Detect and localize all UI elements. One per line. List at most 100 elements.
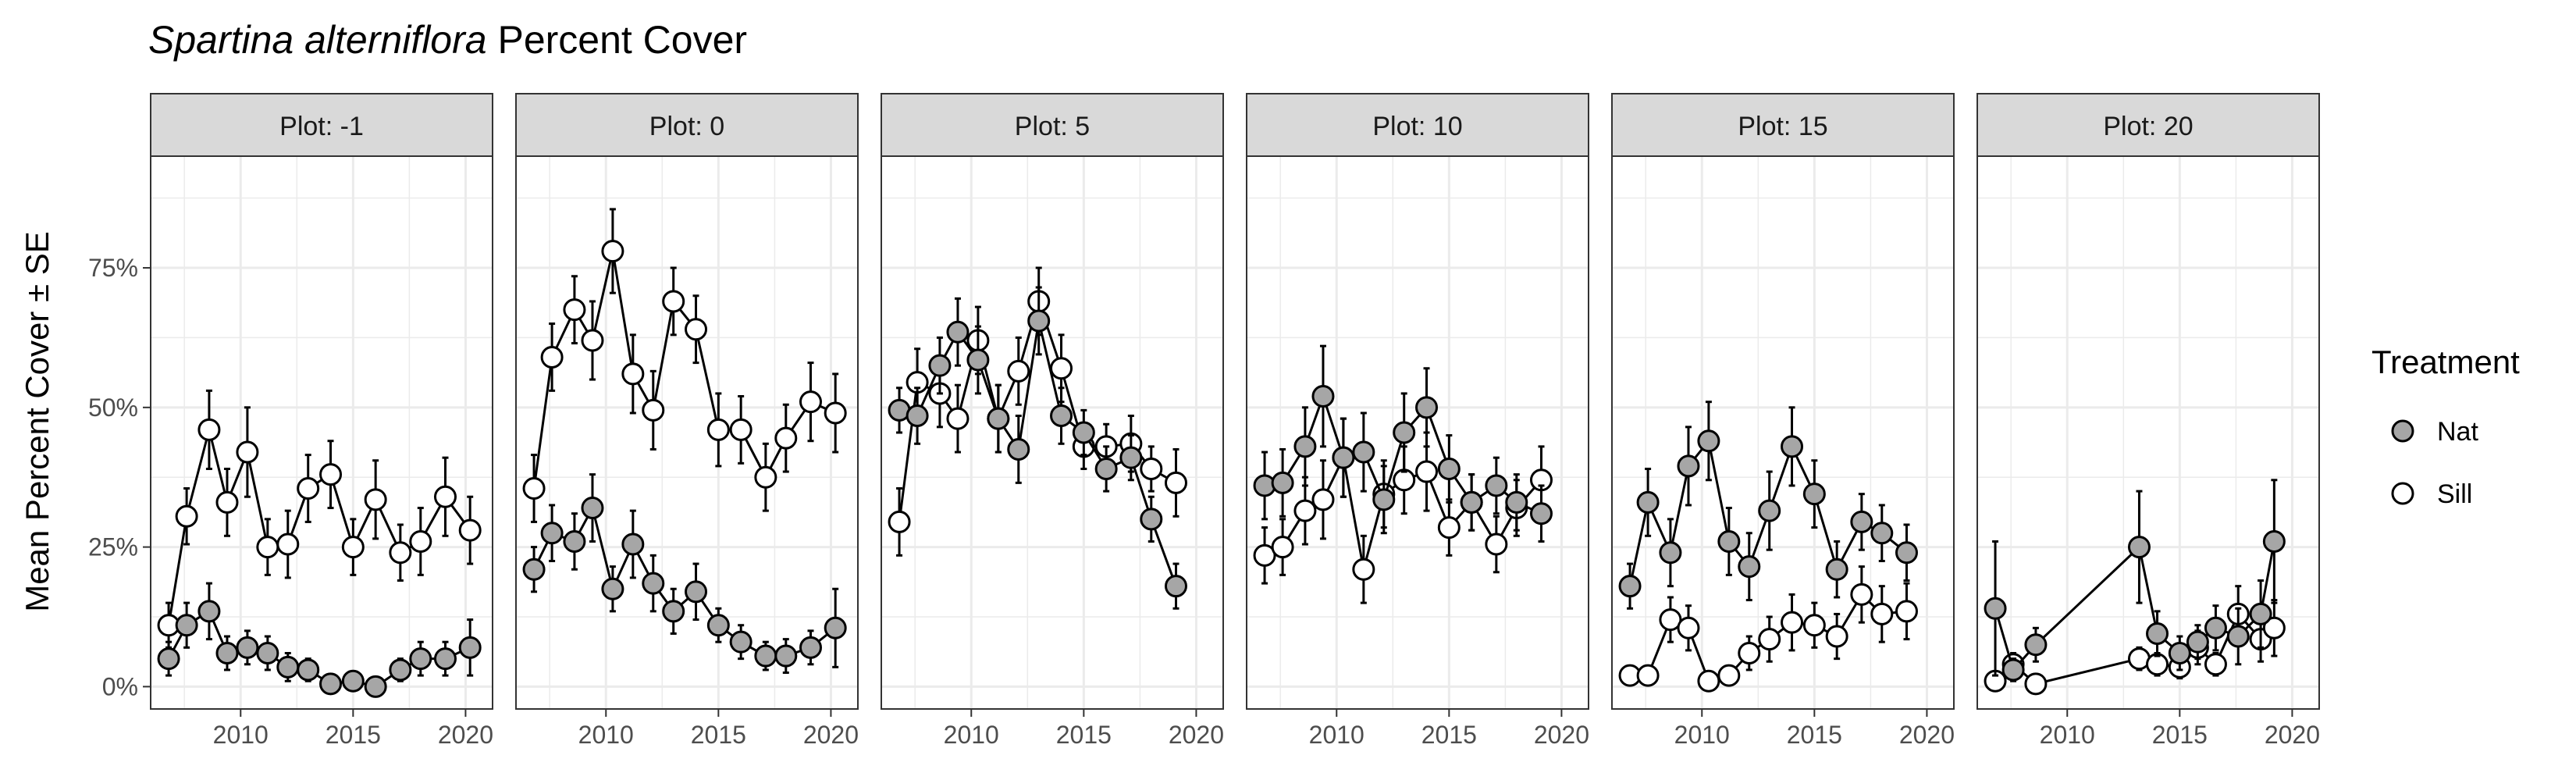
series-sill	[1618, 565, 1918, 693]
x-tick-label: 2010	[1309, 721, 1364, 749]
data-point-nat	[1825, 557, 1848, 581]
data-point-nat	[1393, 421, 1416, 444]
data-point-nat	[2024, 633, 2048, 657]
data-point-sill	[1311, 488, 1335, 511]
data-point-nat	[563, 529, 586, 553]
data-point-nat	[928, 354, 952, 377]
data-point-nat	[1271, 471, 1294, 494]
data-point-nat	[1094, 457, 1118, 480]
panel-4: Plot: 10 2010 2015 2020	[1246, 93, 1589, 749]
facet-strip	[515, 93, 859, 157]
y-tick-label: 0%	[102, 672, 138, 700]
series-nat	[1984, 479, 2286, 682]
data-point-sill	[774, 426, 798, 450]
data-point-sill	[409, 529, 432, 553]
data-point-nat	[236, 636, 259, 659]
y-axis-label: Mean Percent Cover ± SE	[19, 231, 55, 612]
gridlines	[1977, 156, 2319, 709]
panel-border	[150, 155, 493, 710]
data-point-nat	[1164, 575, 1187, 598]
data-point-sill	[364, 488, 387, 511]
data-point-nat	[540, 522, 564, 545]
data-point-sill	[297, 477, 320, 500]
data-point-nat	[409, 647, 432, 671]
gridlines	[1247, 156, 1589, 709]
data-point-sill	[946, 407, 970, 430]
data-point-nat	[1293, 435, 1317, 458]
x-tick-label: 2015	[326, 721, 381, 749]
data-point-nat	[1697, 429, 1720, 453]
data-point-nat	[1850, 510, 1873, 533]
data-point-nat	[522, 557, 546, 581]
data-point-sill	[1164, 471, 1187, 494]
data-point-nat	[276, 655, 300, 679]
panel-border	[1976, 155, 2320, 710]
data-point-sill	[540, 345, 564, 369]
data-point-nat	[256, 641, 279, 664]
data-point-sill	[522, 477, 546, 500]
data-point-nat	[1781, 435, 1804, 458]
data-point-nat	[1802, 483, 1826, 506]
series-nat	[157, 582, 482, 698]
y-tick-label: 75%	[88, 254, 138, 282]
data-point-sill	[1253, 543, 1276, 567]
plot-background	[516, 156, 858, 709]
data-point-nat	[1738, 555, 1761, 579]
chart-title-rest: Percent Cover	[487, 18, 747, 62]
data-point-nat	[458, 636, 482, 659]
x-tick-label: 2020	[803, 721, 859, 749]
facet-panels: Plot: -1 2010 2015 2020 0% 25% 50% 75% Plot: 0 20…	[88, 93, 2320, 749]
data-point-nat	[364, 675, 387, 698]
data-point-sill	[1825, 625, 1848, 648]
legend-title: Treatment	[2371, 344, 2520, 380]
y-tick-label: 50%	[88, 394, 138, 422]
data-point-nat	[2226, 625, 2250, 648]
data-point-sill	[458, 518, 482, 542]
data-point-sill	[256, 536, 279, 559]
facet-label: Plot: 15	[1738, 112, 1827, 141]
data-point-nat	[824, 616, 847, 639]
panel-border	[881, 155, 1224, 710]
data-point-sill	[685, 318, 708, 341]
data-point-nat	[1140, 508, 1163, 531]
data-point-sill	[1738, 641, 1761, 664]
data-point-nat	[1529, 502, 1553, 525]
data-point-nat	[197, 600, 221, 623]
data-point-nat	[799, 636, 822, 659]
data-point-sill	[197, 418, 221, 441]
facet-label: Plot: 5	[1015, 112, 1090, 141]
data-point-nat	[581, 497, 604, 520]
data-point-sill	[1437, 516, 1461, 540]
facet-label: Plot: 10	[1372, 112, 1462, 141]
panel-border	[1611, 155, 1955, 710]
panel-2: Plot: 0 2010 2015 2020	[515, 93, 859, 749]
data-point-nat	[1415, 396, 1439, 419]
x-tick-label: 2015	[1421, 721, 1477, 749]
panel-1: Plot: -1 2010 2015 2020 0% 25% 50% 75%	[88, 93, 493, 749]
data-point-nat	[1618, 575, 1642, 598]
panel-5: Plot: 15 2010 2015 2020	[1611, 93, 1955, 749]
data-point-nat	[2262, 529, 2286, 553]
data-point-nat	[1119, 446, 1143, 469]
data-point-sill	[1870, 602, 1894, 625]
data-point-sill	[1293, 499, 1317, 522]
data-point-nat	[1352, 440, 1375, 464]
data-point-sill	[2262, 616, 2286, 639]
data-point-nat	[389, 658, 412, 682]
data-point-nat	[1505, 490, 1528, 514]
data-point-nat	[1311, 385, 1335, 408]
x-tick-label: 2010	[1674, 721, 1730, 749]
x-tick-label: 2010	[2040, 721, 2095, 749]
data-point-sill	[601, 240, 624, 263]
data-point-nat	[2127, 536, 2151, 559]
legend-label-nat: Nat	[2437, 417, 2478, 447]
data-point-sill	[621, 362, 645, 386]
data-point-nat	[685, 580, 708, 604]
data-point-nat	[1072, 421, 1095, 444]
data-point-sill	[1659, 608, 1682, 632]
data-point-nat	[2186, 630, 2209, 654]
x-tick-label: 2010	[213, 721, 269, 749]
data-point-nat	[157, 647, 180, 671]
data-point-nat	[1870, 522, 1894, 545]
data-point-sill	[389, 541, 412, 565]
